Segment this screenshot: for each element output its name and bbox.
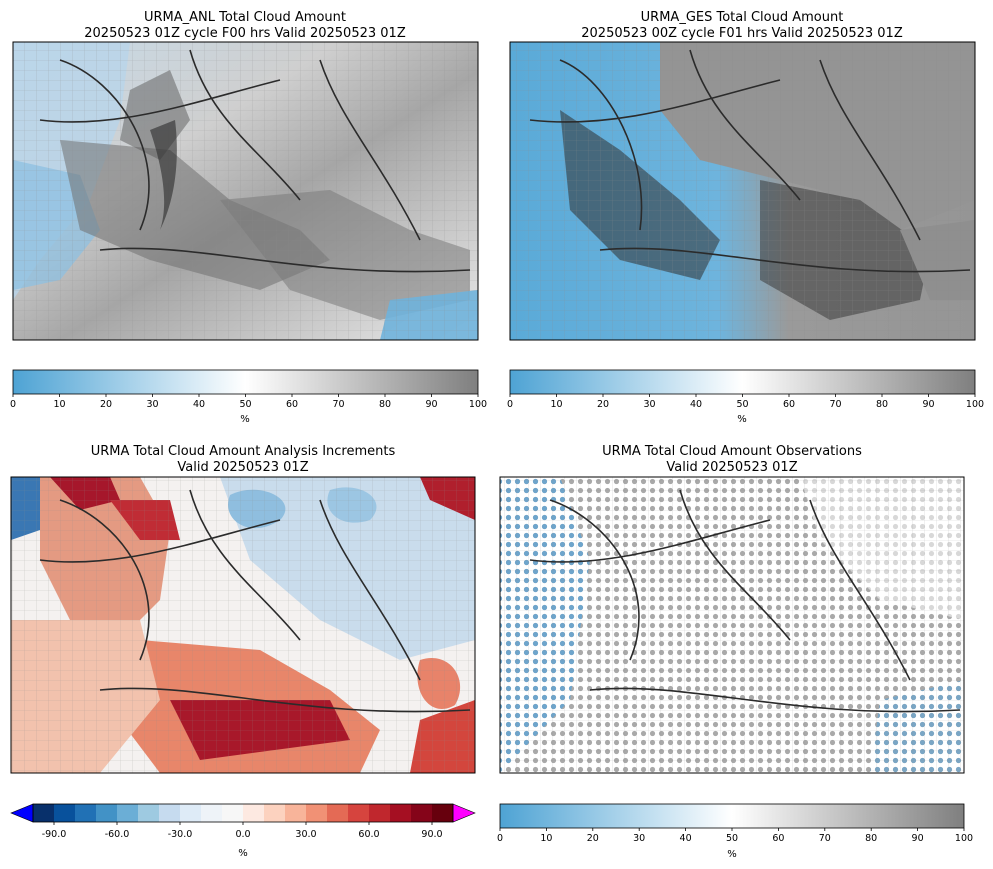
inc-colorbar-bin xyxy=(306,804,328,822)
obs-tick-label: 0 xyxy=(497,833,503,844)
anl-colorbar xyxy=(12,369,479,395)
inc-colorbar xyxy=(10,803,476,823)
inc-tick-label: -30.0 xyxy=(168,829,193,840)
ges-colorbar-label: % xyxy=(737,414,747,425)
inc-colorbar-bin xyxy=(54,804,76,822)
inc-colorbar-bin xyxy=(75,804,97,822)
inc-tick-label: -60.0 xyxy=(105,829,130,840)
ges-tick-label: 30 xyxy=(643,399,655,410)
ges-tick-label: 90 xyxy=(922,399,934,410)
anl-map-frame xyxy=(12,41,479,341)
inc-subtitle: Valid 20250523 01Z xyxy=(177,460,308,475)
obs-tick-label: 20 xyxy=(587,833,599,844)
anl-subtitle: 20250523 01Z cycle F00 hrs Valid 2025052… xyxy=(84,26,406,41)
inc-map-frame xyxy=(10,476,476,774)
inc-title: URMA Total Cloud Amount Analysis Increme… xyxy=(91,444,396,459)
ges-title: URMA_GES Total Cloud Amount xyxy=(641,10,844,25)
inc-colorbar-extend-high xyxy=(452,803,476,823)
inc-colorbar-bin xyxy=(348,804,370,822)
anl-tick-label: 70 xyxy=(332,399,344,410)
obs-map xyxy=(500,477,964,773)
inc-colorbar-bin xyxy=(117,804,139,822)
inc-colorbar-bin xyxy=(264,804,286,822)
ges-tick-label: 100 xyxy=(966,399,984,410)
inc-colorbar-bin xyxy=(327,804,349,822)
inc-colorbar-bin xyxy=(285,804,307,822)
inc-tick-label: 60.0 xyxy=(358,829,379,840)
obs-tick-label: 90 xyxy=(912,833,924,844)
panel-ges: URMA_GES Total Cloud Amount 20250523 00Z… xyxy=(507,10,984,425)
panel-anl: URMA_ANL Total Cloud Amount 20250523 01Z… xyxy=(10,10,487,425)
inc-colorbar-bin xyxy=(33,804,55,822)
inc-colorbar-bin xyxy=(201,804,223,822)
inc-colorbar-bin xyxy=(96,804,118,822)
ges-tick-label: 20 xyxy=(597,399,609,410)
obs-title: URMA Total Cloud Amount Observations xyxy=(602,444,862,459)
panel-increments: URMA Total Cloud Amount Analysis Increme… xyxy=(10,444,476,859)
obs-tick-label: 60 xyxy=(772,833,784,844)
ges-tick-label: 70 xyxy=(829,399,841,410)
inc-colorbar-bin xyxy=(432,804,454,822)
obs-tick-label: 80 xyxy=(865,833,877,844)
inc-colorbar-bin xyxy=(138,804,160,822)
inc-colorbar-bin xyxy=(243,804,265,822)
anl-tick-label: 100 xyxy=(469,399,487,410)
inc-colorbar-extend-low xyxy=(10,803,34,823)
ges-map xyxy=(510,42,975,340)
inc-colorbar-ticks: -90.0 -60.0 -30.0 0.0 30.0 60.0 90.0 xyxy=(42,822,443,840)
anl-tick-label: 0 xyxy=(10,399,16,410)
inc-colorbar-label: % xyxy=(238,848,248,859)
inc-colorbar-bin xyxy=(180,804,202,822)
ges-tick-label: 40 xyxy=(690,399,702,410)
inc-map xyxy=(11,477,475,773)
inc-colorbar-bin xyxy=(369,804,391,822)
anl-title: URMA_ANL Total Cloud Amount xyxy=(144,10,346,25)
obs-tick-label: 50 xyxy=(726,833,738,844)
inc-colorbar-bin xyxy=(411,804,433,822)
anl-colorbar-ticks: 0 10 20 30 40 50 60 70 80 90 100 xyxy=(10,394,487,410)
anl-tick-label: 20 xyxy=(100,399,112,410)
obs-tick-label: 70 xyxy=(819,833,831,844)
inc-tick-label: -90.0 xyxy=(42,829,67,840)
inc-tick-label: 90.0 xyxy=(421,829,442,840)
ges-map-frame xyxy=(509,41,976,341)
ges-subtitle: 20250523 00Z cycle F01 hrs Valid 2025052… xyxy=(581,26,903,41)
anl-tick-label: 50 xyxy=(239,399,251,410)
obs-colorbar xyxy=(499,803,965,829)
ges-tick-label: 0 xyxy=(507,399,513,410)
obs-colorbar-label: % xyxy=(727,849,737,860)
anl-colorbar-label: % xyxy=(240,414,250,425)
anl-tick-label: 90 xyxy=(425,399,437,410)
obs-subtitle: Valid 20250523 01Z xyxy=(666,460,797,475)
inc-tick-label: 0.0 xyxy=(235,829,250,840)
ges-tick-label: 10 xyxy=(550,399,562,410)
inc-tick-label: 30.0 xyxy=(295,829,316,840)
ges-colorbar xyxy=(509,369,976,395)
obs-tick-label: 10 xyxy=(540,833,552,844)
ges-tick-label: 80 xyxy=(876,399,888,410)
panel-observations: URMA Total Cloud Amount Observations Val… xyxy=(497,444,973,860)
anl-tick-label: 60 xyxy=(286,399,298,410)
anl-tick-label: 40 xyxy=(193,399,205,410)
anl-tick-label: 30 xyxy=(146,399,158,410)
anl-tick-label: 80 xyxy=(379,399,391,410)
obs-tick-label: 100 xyxy=(955,833,973,844)
inc-colorbar-bin xyxy=(390,804,412,822)
obs-tick-label: 40 xyxy=(680,833,692,844)
inc-colorbar-bin xyxy=(159,804,181,822)
ges-tick-label: 60 xyxy=(783,399,795,410)
obs-map-frame xyxy=(499,476,965,774)
inc-colorbar-bin xyxy=(222,804,244,822)
anl-map xyxy=(13,42,478,340)
ges-colorbar-ticks: 0 10 20 30 40 50 60 70 80 90 100 xyxy=(507,394,984,410)
obs-colorbar-ticks: 0 10 20 30 40 50 60 70 80 90 100 xyxy=(497,828,973,844)
ges-tick-label: 50 xyxy=(736,399,748,410)
obs-tick-label: 30 xyxy=(633,833,645,844)
anl-tick-label: 10 xyxy=(53,399,65,410)
